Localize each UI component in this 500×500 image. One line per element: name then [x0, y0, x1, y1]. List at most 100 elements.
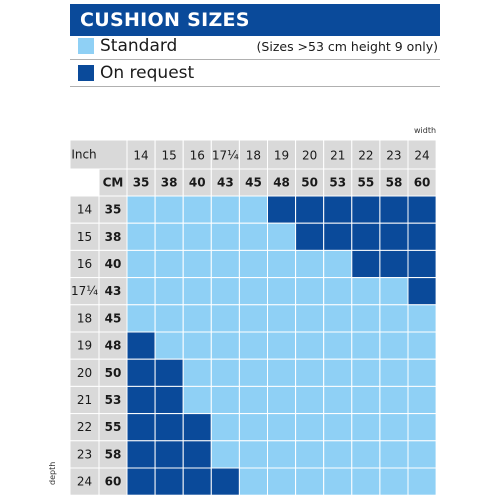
cell-standard	[295, 358, 325, 387]
cell-standard	[351, 467, 381, 496]
row-header-inch-1	[69, 222, 100, 251]
header-corner-blank	[69, 168, 100, 197]
cell-standard	[323, 331, 353, 360]
cell-standard	[126, 304, 156, 333]
cell-standard	[154, 195, 184, 224]
cm-header: CM	[103, 176, 124, 190]
col-inch-label: 21	[330, 149, 345, 163]
cell-standard	[379, 467, 409, 496]
cell-standard	[267, 331, 297, 360]
axis-label-width: width	[414, 126, 437, 135]
cell-standard	[379, 440, 409, 469]
cell-standard	[323, 385, 353, 415]
col-inch-label: 20	[302, 149, 317, 163]
cell-on-request	[126, 440, 156, 469]
row-inch-label: 23	[77, 447, 92, 461]
cell-standard	[210, 249, 240, 279]
cell-standard	[379, 277, 409, 306]
row-header-cm-0	[98, 195, 128, 224]
cell-standard	[323, 304, 353, 333]
cell-on-request	[182, 467, 212, 496]
cell-standard	[154, 222, 184, 251]
cell-standard	[267, 467, 297, 496]
cell-standard	[238, 467, 268, 496]
col-inch-label: 14	[133, 149, 148, 163]
row-cm-label: 43	[105, 284, 122, 298]
cell-standard	[351, 413, 381, 442]
cell-standard	[210, 304, 240, 333]
cell-on-request	[407, 195, 437, 224]
legend-swatch-on-request	[78, 65, 94, 81]
cell-standard	[182, 331, 212, 360]
cell-standard	[267, 385, 297, 415]
cell-on-request	[182, 440, 212, 469]
cell-standard	[238, 249, 268, 279]
col-header-inch-10	[407, 139, 437, 170]
row-inch-label: 15	[77, 230, 92, 244]
row-cm-label: 55	[105, 420, 122, 434]
cell-on-request	[182, 413, 212, 442]
cell-standard	[182, 358, 212, 387]
cell-standard	[407, 331, 437, 360]
cell-standard	[323, 440, 353, 469]
cell-standard	[238, 440, 268, 469]
row-inch-label: 17¼	[71, 284, 98, 298]
cell-standard	[407, 385, 437, 415]
col-header-cm-3	[210, 168, 240, 197]
cell-standard	[323, 467, 353, 496]
cell-standard	[295, 331, 325, 360]
cell-standard	[182, 277, 212, 306]
cell-standard	[238, 277, 268, 306]
cell-on-request	[407, 277, 437, 306]
cell-standard	[210, 440, 240, 469]
row-cm-label: 45	[105, 311, 122, 325]
legend-label-standard: Standard	[100, 36, 178, 56]
cell-standard	[295, 440, 325, 469]
cell-on-request	[126, 413, 156, 442]
cell-standard	[379, 331, 409, 360]
col-header-cm-4	[238, 168, 268, 197]
row-header-inch-0	[69, 195, 100, 224]
cell-on-request	[323, 222, 353, 251]
row-inch-label: 18	[77, 311, 92, 325]
cell-standard	[210, 413, 240, 442]
col-cm-label: 48	[273, 176, 290, 190]
row-header-inch-4	[69, 304, 100, 333]
cell-standard	[379, 413, 409, 442]
cell-standard	[238, 304, 268, 333]
cell-on-request	[351, 195, 381, 224]
col-inch-label: 22	[358, 149, 373, 163]
col-inch-label: 19	[274, 149, 289, 163]
row-header-inch-3	[69, 277, 100, 306]
cell-standard	[267, 249, 297, 279]
cell-standard	[210, 331, 240, 360]
row-inch-label: 20	[77, 366, 92, 380]
col-cm-label: 60	[414, 176, 431, 190]
col-cm-label: 55	[357, 176, 374, 190]
col-header-cm-10	[407, 168, 437, 197]
cell-standard	[238, 358, 268, 387]
col-header-inch-2	[182, 139, 212, 170]
cell-standard	[351, 440, 381, 469]
row-inch-label: 14	[77, 203, 92, 217]
col-cm-label: 45	[245, 176, 262, 190]
cell-on-request	[267, 195, 297, 224]
col-header-inch-4	[238, 139, 268, 170]
chart-title: CUSHION SIZES	[70, 4, 440, 36]
legend-item-standard: Standard (Sizes >53 cm height 9 only)	[70, 34, 440, 60]
col-header-inch-9	[379, 139, 409, 170]
cell-standard	[407, 440, 437, 469]
row-cm-label: 53	[105, 393, 122, 407]
cell-standard	[407, 413, 437, 442]
col-header-cm-2	[182, 168, 212, 197]
cell-standard	[238, 195, 268, 224]
cell-standard	[154, 277, 184, 306]
cell-on-request	[154, 358, 184, 387]
cell-standard	[238, 331, 268, 360]
cell-standard	[210, 358, 240, 387]
cell-on-request	[351, 222, 381, 251]
col-cm-label: 53	[329, 176, 346, 190]
cell-standard	[267, 413, 297, 442]
cell-on-request	[126, 385, 156, 415]
